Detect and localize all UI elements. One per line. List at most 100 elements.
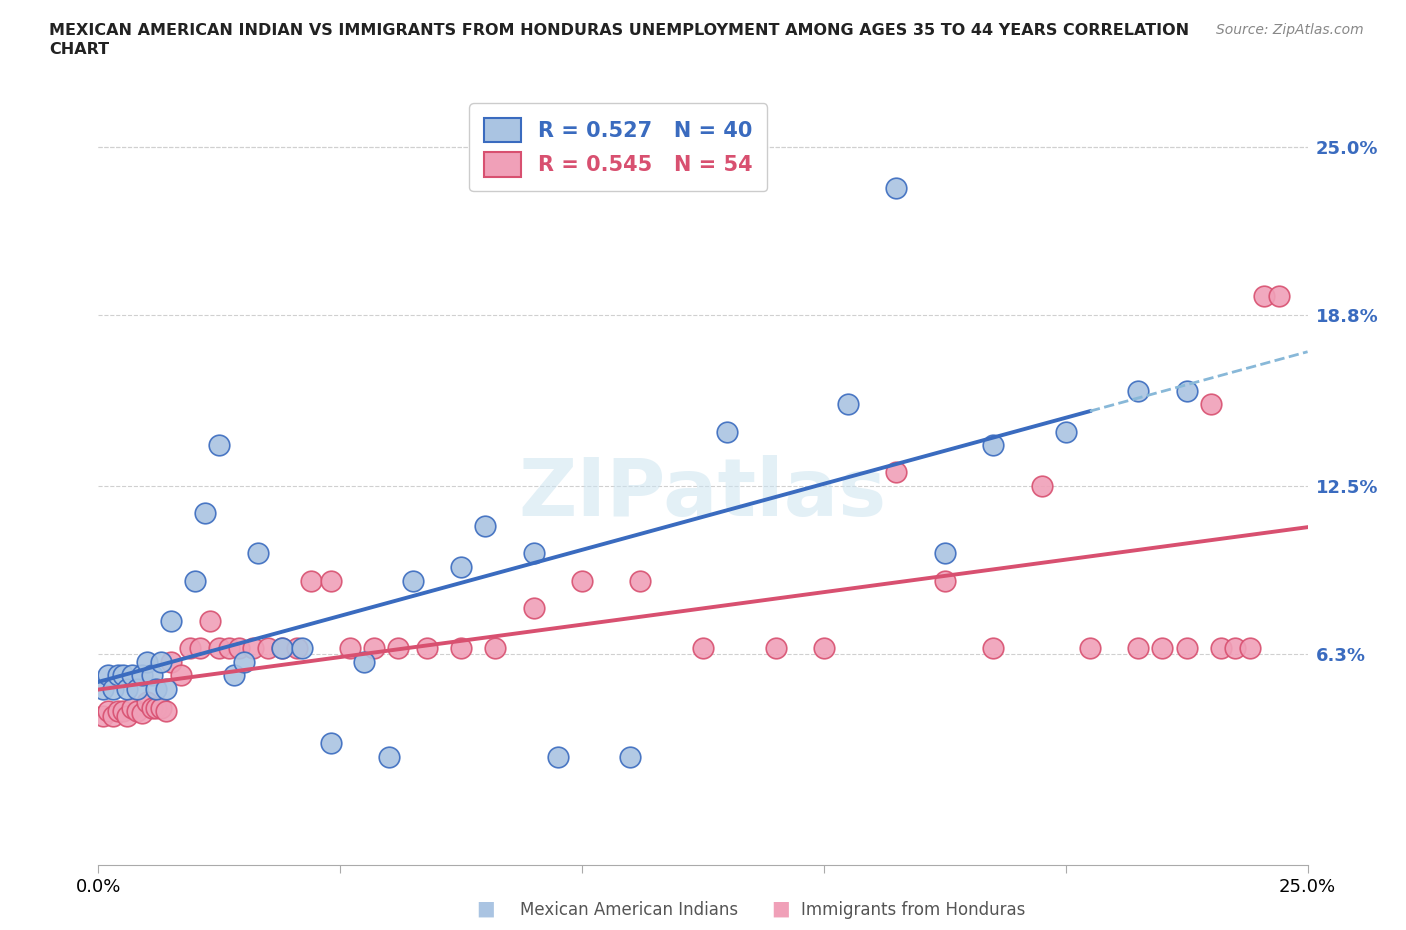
Point: [218, 641, 240, 656]
Text: Source: ZipAtlas.com: Source: ZipAtlas.com: [1216, 23, 1364, 37]
Point: [1175, 641, 1198, 656]
Legend: R = 0.527   N = 40, R = 0.545   N = 54: R = 0.527 N = 40, R = 0.545 N = 54: [470, 103, 768, 192]
Point: [208, 641, 231, 656]
Point: [91, 709, 114, 724]
Text: ZIPatlas: ZIPatlas: [519, 456, 887, 534]
Point: [242, 641, 264, 656]
Point: [111, 703, 134, 718]
Point: [179, 641, 201, 656]
Point: [107, 703, 129, 718]
Point: [97, 668, 120, 683]
Point: [97, 703, 120, 718]
Point: [141, 700, 163, 715]
Point: [1152, 641, 1174, 656]
Point: [127, 703, 149, 718]
Point: [1199, 397, 1222, 412]
Point: [547, 750, 569, 764]
Point: [934, 573, 956, 588]
Point: [1239, 641, 1261, 656]
Point: [232, 655, 254, 670]
Point: [619, 750, 641, 764]
Point: [837, 397, 859, 412]
Point: [450, 641, 472, 656]
Point: [271, 641, 294, 656]
Point: [523, 600, 546, 615]
Point: [145, 682, 167, 697]
Point: [1078, 641, 1101, 656]
Point: [416, 641, 439, 656]
Point: [934, 546, 956, 561]
Text: Mexican American Indians: Mexican American Indians: [520, 900, 738, 919]
Point: [155, 703, 177, 718]
Point: [198, 614, 221, 629]
Point: [402, 573, 425, 588]
Point: [1175, 383, 1198, 398]
Point: [101, 709, 124, 724]
Text: CHART: CHART: [49, 42, 110, 57]
Point: [160, 655, 183, 670]
Point: [1253, 288, 1275, 303]
Point: [155, 682, 177, 697]
Point: [765, 641, 787, 656]
Point: [107, 668, 129, 683]
Point: [188, 641, 211, 656]
Point: [194, 505, 217, 520]
Point: [121, 668, 143, 683]
Point: [208, 438, 231, 453]
Point: [1054, 424, 1077, 439]
Point: [1128, 641, 1150, 656]
Point: [1223, 641, 1246, 656]
Point: [135, 655, 157, 670]
Point: [256, 641, 278, 656]
Point: [169, 668, 191, 683]
Point: [523, 546, 546, 561]
Point: [150, 655, 173, 670]
Point: [484, 641, 506, 656]
Point: [117, 682, 139, 697]
Point: [150, 700, 173, 715]
Point: [111, 668, 134, 683]
Point: [160, 614, 183, 629]
Point: [319, 573, 342, 588]
Point: [184, 573, 207, 588]
Point: [131, 668, 153, 683]
Text: ▪: ▪: [475, 895, 495, 924]
Point: [571, 573, 593, 588]
Point: [377, 750, 399, 764]
Point: [1128, 383, 1150, 398]
Point: [127, 682, 149, 697]
Point: [247, 546, 270, 561]
Point: [271, 641, 294, 656]
Point: [319, 736, 342, 751]
Text: ▪: ▪: [770, 895, 790, 924]
Point: [141, 668, 163, 683]
Point: [145, 700, 167, 715]
Point: [117, 709, 139, 724]
Point: [339, 641, 361, 656]
Text: Immigrants from Honduras: Immigrants from Honduras: [801, 900, 1026, 919]
Point: [135, 695, 157, 710]
Point: [290, 641, 312, 656]
Point: [363, 641, 385, 656]
Point: [474, 519, 496, 534]
Point: [628, 573, 651, 588]
Point: [450, 560, 472, 575]
Point: [981, 641, 1004, 656]
Point: [222, 668, 245, 683]
Point: [692, 641, 714, 656]
Point: [299, 573, 322, 588]
Point: [91, 682, 114, 697]
Point: [387, 641, 409, 656]
Point: [813, 641, 835, 656]
Point: [285, 641, 308, 656]
Point: [886, 465, 908, 480]
Point: [1267, 288, 1289, 303]
Point: [101, 682, 124, 697]
Point: [1209, 641, 1232, 656]
Point: [1031, 478, 1053, 493]
Point: [131, 706, 153, 721]
Point: [228, 641, 250, 656]
Point: [981, 438, 1004, 453]
Point: [353, 655, 375, 670]
Text: MEXICAN AMERICAN INDIAN VS IMMIGRANTS FROM HONDURAS UNEMPLOYMENT AMONG AGES 35 T: MEXICAN AMERICAN INDIAN VS IMMIGRANTS FR…: [49, 23, 1189, 38]
